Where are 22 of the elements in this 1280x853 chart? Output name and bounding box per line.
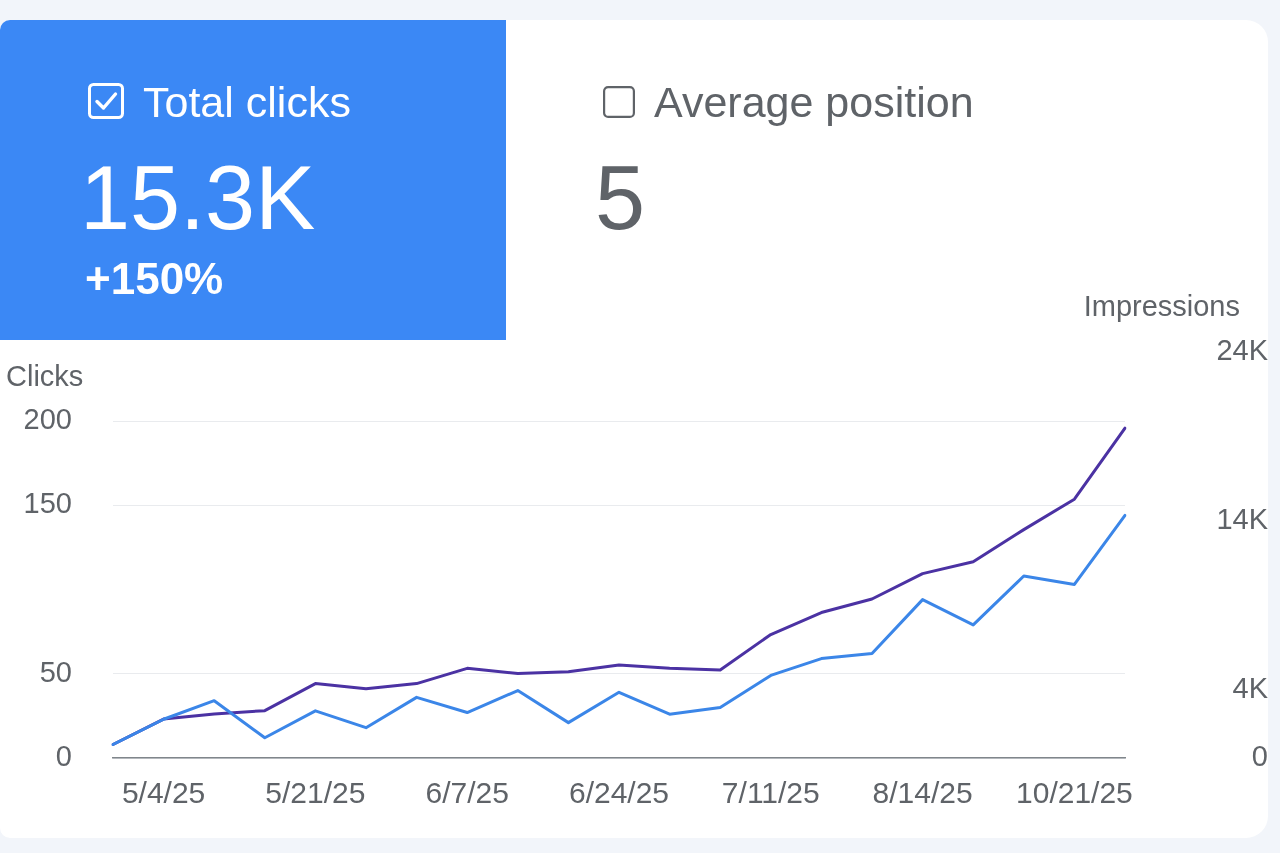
text: Average position	[654, 78, 974, 126]
x-tick-label: 10/21/25	[1016, 776, 1133, 810]
y-axis-title: Clicks	[6, 360, 84, 392]
y2-tick-label: 24K	[1216, 334, 1269, 366]
y-tick-label: 0	[55, 740, 72, 772]
text: 5	[595, 148, 646, 248]
x-tick-label: 5/21/25	[265, 776, 366, 810]
y-tick-label: 150	[23, 487, 72, 520]
y2-tick-label: 14K	[1216, 503, 1269, 536]
y-tick-label: 50	[39, 655, 72, 688]
x-tick-label: 6/24/25	[568, 776, 670, 810]
y2-axis-title: Impressions	[1083, 290, 1240, 322]
x-tick-label: 6/7/25	[425, 776, 509, 810]
y2-tick-label: 4K	[1232, 672, 1269, 705]
text: Total clicks	[143, 78, 351, 126]
text: +150%	[85, 254, 224, 303]
x-tick-label: 8/14/25	[872, 776, 973, 810]
y2-tick-label: 0	[1251, 740, 1268, 772]
x-tick-label: 7/11/25	[721, 776, 820, 810]
text: 15.3K	[80, 148, 316, 248]
y-tick-label: 200	[23, 403, 72, 435]
x-tick-label: 5/4/25	[121, 776, 206, 810]
